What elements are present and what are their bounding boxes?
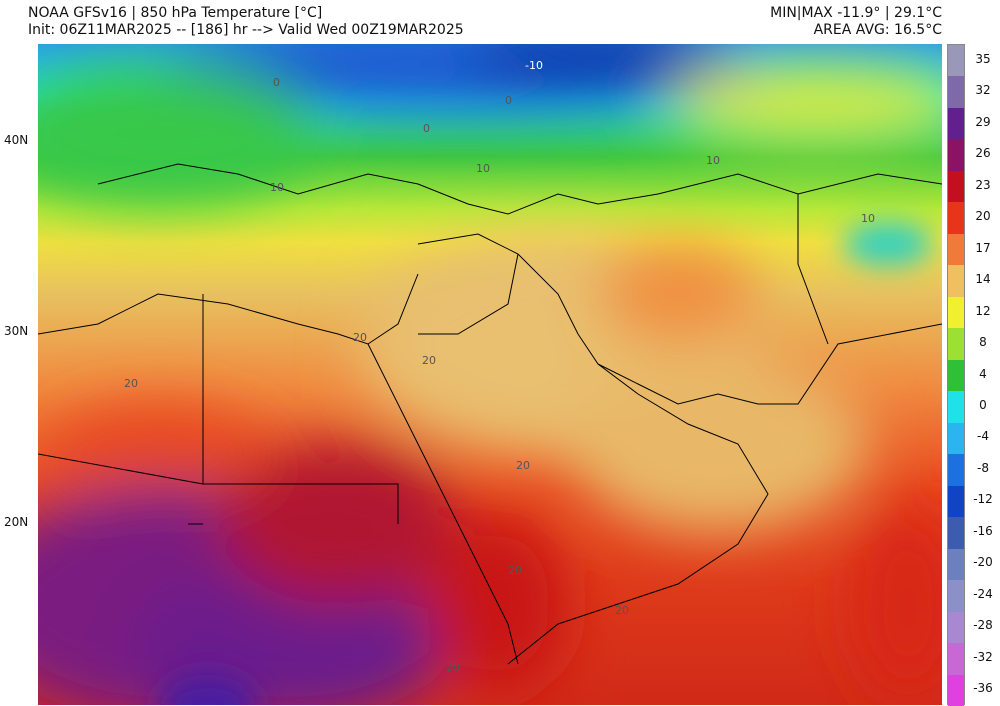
contour-label: 10: [706, 154, 720, 167]
colorbar-swatch: [948, 359, 964, 392]
colorbar: [947, 44, 965, 706]
contour-label: 20: [615, 604, 629, 617]
contour-label: 0: [273, 76, 280, 89]
min-max: MIN|MAX -11.9° | 29.1°C: [770, 5, 942, 21]
contour-label: 20: [422, 354, 436, 367]
colorbar-swatch: [948, 454, 964, 487]
contour-label: 20: [516, 459, 530, 472]
title: NOAA GFSv16 | 850 hPa Temperature [°C]: [28, 5, 323, 21]
colorbar-label: 32: [975, 83, 991, 98]
contour-label: 10: [476, 162, 490, 175]
colorbar-label: -16: [973, 523, 993, 538]
colorbar-swatch: [948, 76, 964, 109]
colorbar-label: 0: [979, 397, 987, 412]
colorbar-swatch: [948, 45, 964, 77]
colorbar-label: -4: [977, 429, 989, 444]
colorbar-label: 26: [975, 146, 991, 161]
colorbar-swatch: [948, 296, 964, 329]
colorbar-label: -36: [973, 681, 993, 696]
lat-label: 40N: [4, 133, 29, 147]
colorbar-swatch: [948, 580, 964, 613]
colorbar-swatch: [948, 170, 964, 203]
colorbar-label: 29: [975, 114, 991, 129]
contour-label: -10: [525, 59, 543, 72]
colorbar-swatch: [948, 107, 964, 140]
colorbar-label: 23: [975, 177, 991, 192]
colorbar-label: 20: [975, 209, 991, 224]
colorbar-label: 12: [975, 303, 991, 318]
colorbar-swatch: [948, 265, 964, 298]
contour-label: 0: [423, 122, 430, 135]
contour-label: 10: [270, 181, 284, 194]
contour-label: 20: [446, 661, 460, 674]
colorbar-label: 35: [975, 51, 991, 66]
colorbar-label: -8: [977, 460, 989, 475]
colorbar-label: -28: [973, 618, 993, 633]
colorbar-label: -32: [973, 649, 993, 664]
colorbar-label: 8: [979, 335, 987, 350]
colorbar-swatch: [948, 422, 964, 455]
contour-label: 20: [508, 564, 522, 577]
colorbar-swatch: [948, 643, 964, 676]
colorbar-swatch: [948, 674, 964, 706]
area-avg: AREA AVG: 16.5°C: [813, 22, 942, 38]
colorbar-swatch: [948, 233, 964, 266]
lat-label: 20N: [4, 515, 29, 529]
contour-label: 20: [353, 331, 367, 344]
contour-label: 10: [861, 212, 875, 225]
colorbar-label: 4: [979, 366, 987, 381]
contour-label: 0: [505, 94, 512, 107]
colorbar-label: 14: [975, 272, 991, 287]
colorbar-label: 17: [975, 240, 991, 255]
colorbar-label: -20: [973, 555, 993, 570]
colorbar-swatch: [948, 548, 964, 581]
colorbar-label: -12: [973, 492, 993, 507]
init-line: Init: 06Z11MAR2025 -- [186] hr --> Valid…: [28, 22, 464, 38]
lat-label: 30N: [4, 324, 29, 338]
colorbar-swatch: [948, 139, 964, 172]
contour-label: 20: [124, 377, 138, 390]
map: -10 0 0 0 10 10 10 10 20 20 20 20 20 20 …: [38, 44, 942, 705]
colorbar-swatch: [948, 517, 964, 550]
colorbar-swatch: [948, 485, 964, 518]
colorbar-swatch: [948, 611, 964, 644]
colorbar-swatch: [948, 328, 964, 361]
colorbar-swatch: [948, 202, 964, 235]
colorbar-swatch: [948, 391, 964, 424]
colorbar-label: -24: [973, 586, 993, 601]
